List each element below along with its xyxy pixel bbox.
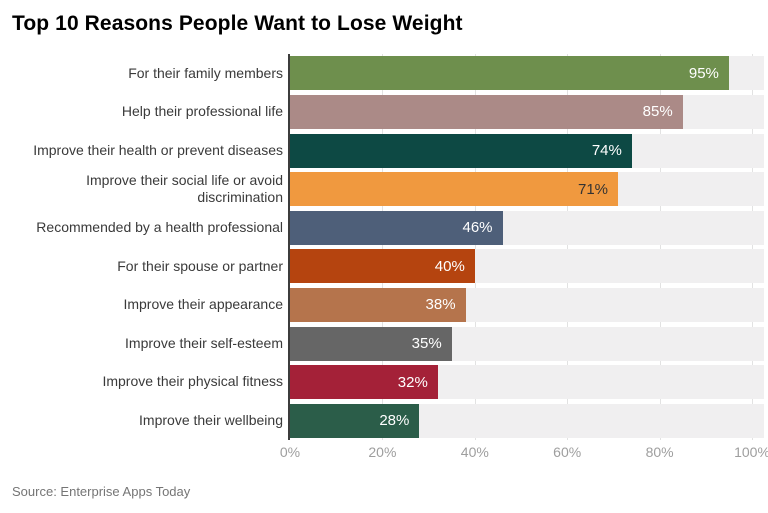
category-label: Improve their social life or avoid discr… [86,171,283,206]
x-tick-label: 60% [553,444,582,460]
bar-row: Improve their social life or avoid discr… [0,171,768,207]
bar-value-label: 35% [411,335,442,352]
bar: 28% [290,403,420,438]
bar-value-label: 38% [425,296,456,314]
bar: 32% [290,365,438,400]
bar: 95% [290,56,729,91]
x-tick-label: 20% [368,444,397,460]
category-label: Recommended by a health professional [36,218,283,235]
bar-value-label: 85% [642,103,673,121]
bar: 46% [290,210,503,245]
x-tick-label: 80% [645,444,674,460]
gridline-80 [659,54,661,440]
bar-row: Improve their wellbeing 28% [0,403,768,438]
x-axis: 0% 20% 40% 60% 80% 100% [0,444,768,462]
category-label: Help their professional life [121,103,283,120]
bar-value-label: 46% [462,219,493,237]
bar: 38% [290,287,466,322]
bar-row: Improve their appearance 38% [0,287,768,322]
bar: 71% [290,172,619,207]
x-tick-label: 100% [734,444,768,460]
bar-row: Improve their physical fitness 32% [0,365,768,400]
bar: 74% [290,133,632,168]
bar-row: Recommended by a health professional 46% [0,210,768,245]
bar-value-label: 71% [577,180,609,198]
bar: 85% [290,94,683,129]
bar-row: Help their professional life 85% [0,94,768,129]
bar-value-label: 95% [688,64,719,82]
y-axis-line [288,54,290,440]
bar: 35% [290,326,452,361]
category-label: Improve their appearance [123,296,283,313]
category-label: For their spouse or partner [117,257,283,274]
bar-value-label: 28% [379,412,410,430]
gridline-20 [382,54,384,440]
category-label: Improve their health or prevent diseases [33,141,283,158]
source-note: Source: Enterprise Apps Today [12,484,191,499]
category-label: Improve their self-esteem [125,334,283,351]
bar: 40% [290,249,475,284]
bar-value-label: 32% [397,373,428,391]
bar-row: For their family members 95% [0,56,768,91]
bar-row: For their spouse or partner 40% [0,249,768,284]
category-label: Improve their wellbeing [139,411,283,428]
category-label: For their family members [128,64,283,81]
x-tick-label: 0% [279,444,301,460]
bar-row: Improve their self-esteem 35% [0,326,768,361]
gridline-60 [567,54,569,440]
bar-chart: For their family members 95% Help their pr… [0,54,768,440]
bar-value-label: 40% [434,257,465,275]
x-tick-label: 40% [460,444,489,460]
page-title: Top 10 Reasons People Want to Lose Weigh… [12,12,463,35]
gridline-100 [752,54,753,440]
bar-value-label: 74% [591,142,622,159]
gridline-40 [474,54,476,440]
bar-row: Improve their health or prevent diseases… [0,133,768,168]
category-label: Improve their physical fitness [102,373,283,390]
